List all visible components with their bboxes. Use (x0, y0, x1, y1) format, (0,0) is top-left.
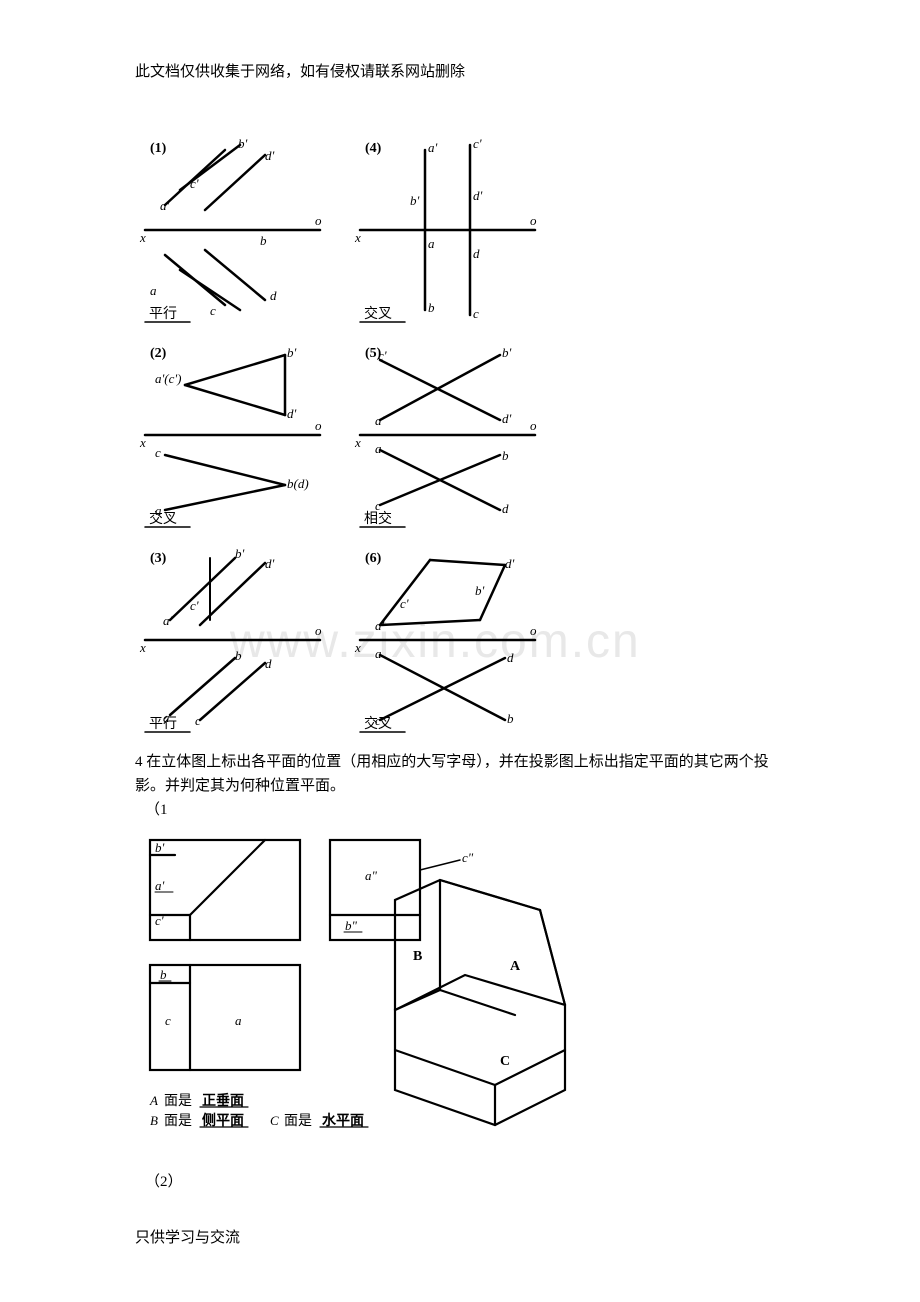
diagram-grid-6: (1) x o b' d' a' c' b d a c 平行 (135, 130, 575, 735)
sub-question-1: （1 (145, 798, 168, 819)
svg-text:A: A (149, 1093, 158, 1108)
svg-text:平行: 平行 (149, 306, 177, 322)
svg-text:a': a' (155, 878, 165, 893)
svg-text:d: d (265, 656, 272, 671)
svg-text:C: C (500, 1054, 510, 1069)
svg-text:(1): (1) (150, 141, 167, 156)
svg-text:b: b (260, 233, 267, 248)
svg-text:c': c' (378, 348, 387, 363)
svg-text:x: x (139, 230, 146, 245)
svg-text:x: x (354, 640, 361, 655)
footer-notice: 只供学习与交流 (135, 1226, 240, 1247)
svg-text:a': a' (163, 613, 173, 628)
svg-text:面是: 面是 (164, 1114, 192, 1129)
svg-text:a: a (375, 441, 382, 456)
svg-text:相交: 相交 (364, 510, 392, 527)
svg-text:交叉: 交叉 (364, 305, 392, 322)
svg-text:a'(c'): a'(c') (155, 371, 182, 386)
svg-text:o: o (315, 213, 322, 228)
svg-text:b: b (507, 711, 514, 726)
svg-text:交叉: 交叉 (364, 715, 392, 732)
svg-text:(6): (6) (365, 551, 382, 566)
svg-text:A: A (510, 959, 521, 974)
svg-text:x: x (139, 640, 146, 655)
bottom-diagram: b' a' c' a" b" c" b c a (135, 830, 625, 1150)
svg-text:交叉: 交叉 (149, 510, 177, 527)
svg-text:b: b (160, 967, 167, 982)
svg-text:x: x (354, 230, 361, 245)
svg-text:a: a (428, 236, 435, 251)
question-4-text: 4 在立体图上标出各平面的位置（用相应的大写字母），并在投影图上标出指定平面的其… (135, 750, 795, 798)
sub-question-2: （2） (145, 1170, 183, 1191)
svg-text:d': d' (502, 411, 512, 426)
svg-text:d: d (270, 288, 277, 303)
svg-text:b': b' (235, 546, 245, 561)
svg-text:b': b' (238, 136, 248, 151)
svg-text:b': b' (475, 583, 485, 598)
svg-text:c: c (473, 306, 479, 321)
svg-text:c': c' (400, 596, 409, 611)
svg-text:d': d' (265, 556, 275, 571)
svg-text:(4): (4) (365, 141, 382, 156)
svg-text:(3): (3) (150, 551, 167, 566)
svg-text:c': c' (473, 136, 482, 151)
svg-text:c": c" (462, 850, 474, 865)
svg-text:b': b' (155, 840, 165, 855)
svg-text:B: B (150, 1113, 158, 1128)
svg-text:c: c (165, 1013, 171, 1028)
svg-text:a': a' (375, 413, 385, 428)
svg-text:面是: 面是 (164, 1094, 192, 1109)
svg-text:c: c (155, 445, 161, 460)
svg-text:d: d (473, 246, 480, 261)
svg-text:d': d' (505, 556, 515, 571)
svg-text:c: c (375, 498, 381, 513)
svg-text:c': c' (190, 598, 199, 613)
svg-text:b(d): b(d) (287, 476, 309, 491)
svg-text:b: b (502, 448, 509, 463)
svg-text:面是: 面是 (284, 1114, 312, 1129)
svg-text:b": b" (345, 918, 358, 933)
svg-text:c': c' (190, 176, 199, 191)
svg-text:c: c (210, 303, 216, 318)
svg-text:a': a' (428, 140, 438, 155)
svg-text:d': d' (265, 148, 275, 163)
svg-text:a": a" (365, 868, 378, 883)
svg-text:o: o (315, 418, 322, 433)
header-notice: 此文档仅供收集于网络，如有侵权请联系网站删除 (135, 60, 465, 81)
svg-text:d: d (502, 501, 509, 516)
svg-text:b': b' (287, 345, 297, 360)
svg-text:a': a' (160, 198, 170, 213)
svg-text:c': c' (155, 913, 164, 928)
svg-text:C: C (270, 1113, 279, 1128)
svg-text:b': b' (410, 193, 420, 208)
svg-text:a: a (150, 283, 157, 298)
svg-text:a: a (375, 646, 382, 661)
svg-text:b': b' (502, 345, 512, 360)
svg-text:a: a (235, 1013, 242, 1028)
svg-text:c: c (195, 713, 201, 728)
svg-text:b: b (428, 300, 435, 315)
svg-text:o: o (530, 213, 537, 228)
svg-text:平行: 平行 (149, 716, 177, 732)
svg-text:o: o (315, 623, 322, 638)
svg-text:B: B (413, 949, 422, 964)
svg-text:d': d' (473, 188, 483, 203)
svg-text:x: x (354, 435, 361, 450)
svg-text:b: b (235, 648, 242, 663)
svg-text:d': d' (287, 406, 297, 421)
svg-text:d: d (507, 650, 514, 665)
svg-text:o: o (530, 623, 537, 638)
svg-text:x: x (139, 435, 146, 450)
svg-text:a': a' (375, 618, 385, 633)
svg-text:o: o (530, 418, 537, 433)
svg-text:(2): (2) (150, 346, 167, 361)
